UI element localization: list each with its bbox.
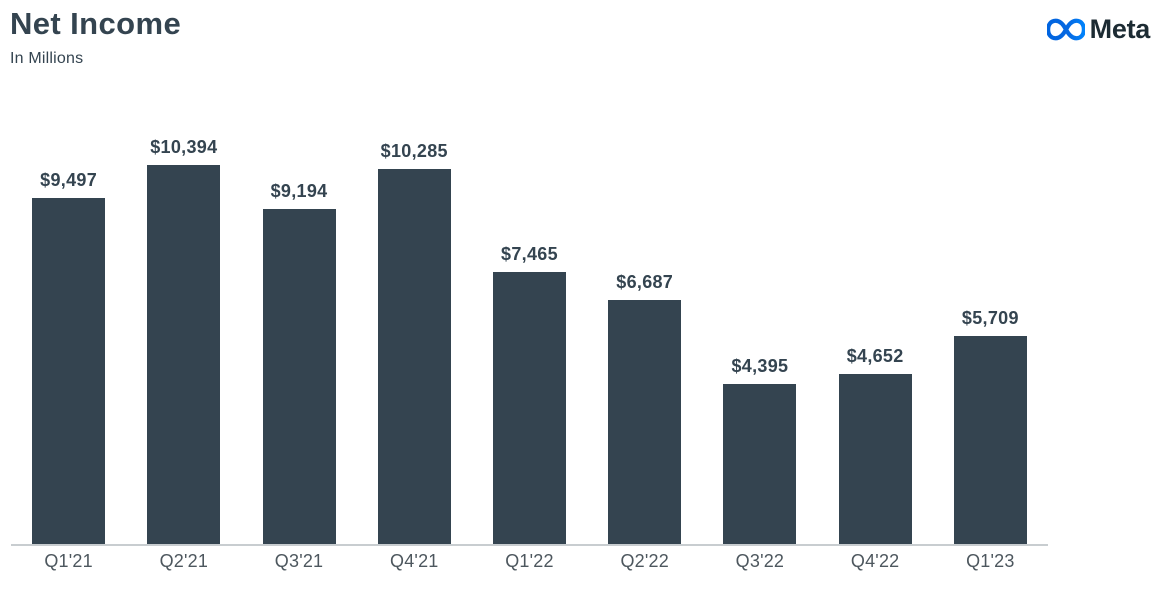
bar-cell: $5,709 bbox=[933, 90, 1048, 544]
page-subtitle: In Millions bbox=[10, 49, 84, 67]
bar bbox=[838, 374, 912, 544]
bar-cell: $10,285 bbox=[357, 90, 472, 544]
x-axis-label: Q1'22 bbox=[505, 551, 554, 571]
bar bbox=[377, 169, 451, 544]
bar-cell: $7,465 bbox=[472, 90, 587, 544]
x-axis: Q1'21 Q2'21 Q3'21 Q4'21 Q1'22 Q2'22 Q3'22 Q4'22… bbox=[11, 551, 1048, 572]
bar-value-label: $9,194 bbox=[270, 181, 328, 201]
bar bbox=[492, 272, 566, 544]
meta-logo: Meta bbox=[1046, 14, 1151, 45]
meta-wordmark: Meta bbox=[1089, 14, 1151, 44]
page-title: Net Income bbox=[10, 6, 182, 41]
bar bbox=[953, 336, 1027, 544]
bar-chart-plot-area: $9,497 $10,394 $9,194 $10,285 $7,465 $6,687 $4… bbox=[11, 90, 1048, 546]
x-axis-label: Q3'22 bbox=[735, 551, 785, 571]
bar-cell: $9,497 bbox=[11, 90, 126, 544]
x-axis-label: Q4'21 bbox=[390, 551, 439, 571]
bar bbox=[723, 384, 797, 544]
bar-value-label: $4,395 bbox=[731, 356, 789, 376]
bar-cell: $9,194 bbox=[241, 90, 356, 544]
bar-value-label: $4,652 bbox=[846, 346, 904, 366]
bar bbox=[262, 209, 336, 544]
chart-header: Net Income In Millions bbox=[10, 6, 181, 68]
bar bbox=[608, 300, 682, 544]
bar-value-label: $5,709 bbox=[961, 308, 1019, 328]
bar-value-label: $9,497 bbox=[40, 170, 98, 190]
bar-cell: $6,687 bbox=[587, 90, 702, 544]
bar-cell: $4,395 bbox=[702, 90, 817, 544]
bar-cell: $10,394 bbox=[126, 90, 241, 544]
x-axis-label: Q1'21 bbox=[44, 551, 93, 571]
bar-value-label: $10,394 bbox=[150, 137, 218, 157]
bar-value-label: $6,687 bbox=[616, 272, 674, 292]
bar bbox=[32, 198, 106, 544]
x-axis-label: Q2'22 bbox=[620, 551, 669, 571]
x-axis-label: Q3'21 bbox=[274, 551, 324, 571]
x-axis-label: Q2'21 bbox=[159, 551, 209, 571]
meta-infinity-icon bbox=[1046, 18, 1085, 41]
bar bbox=[147, 165, 221, 544]
bar-value-label: $7,465 bbox=[501, 244, 558, 264]
x-axis-label: Q4'22 bbox=[850, 551, 900, 571]
bar-cell: $4,652 bbox=[818, 90, 933, 544]
x-axis-label: Q1'23 bbox=[966, 551, 1015, 571]
bar-value-label: $10,285 bbox=[380, 141, 448, 161]
